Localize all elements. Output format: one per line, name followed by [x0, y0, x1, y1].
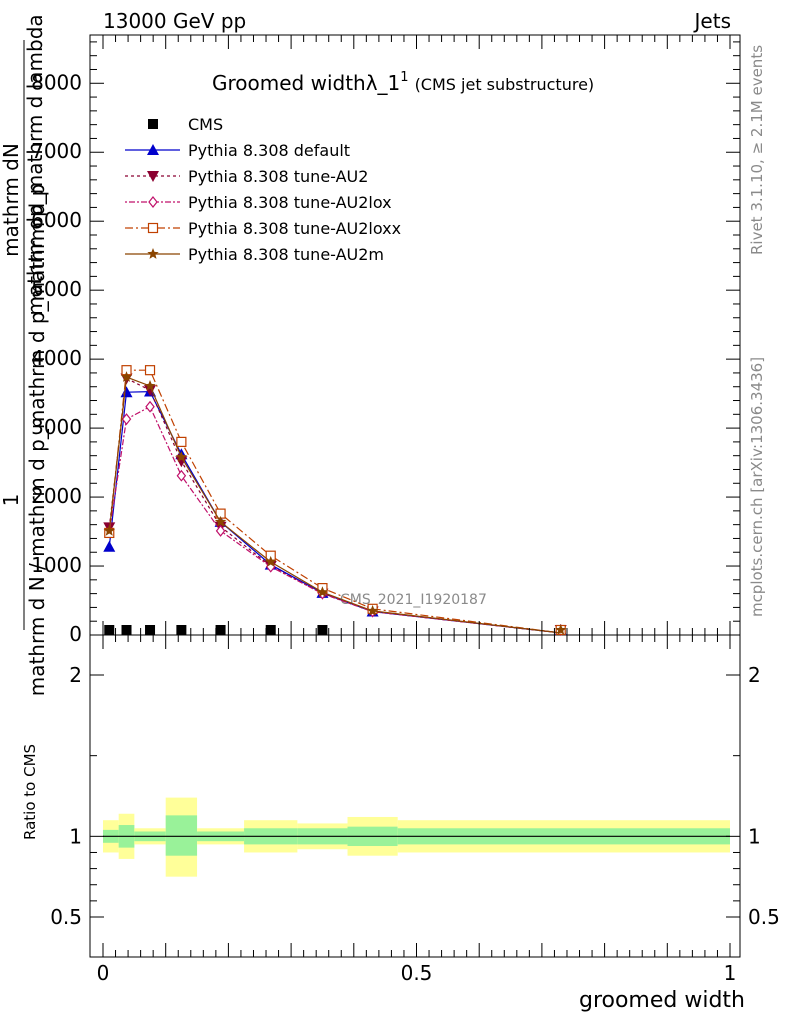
ylabel-num-d: mathrm d	[0, 158, 23, 257]
data-point	[215, 524, 226, 537]
main-series-layer	[103, 365, 567, 636]
data-point	[120, 371, 133, 382]
ratio-y-tick-label-right: 0.5	[748, 905, 780, 929]
data-point	[103, 540, 116, 552]
ylabel-den-p: p_mathrm d lambda	[23, 14, 47, 217]
main-y-tick-label: 6000	[31, 208, 82, 232]
series-line	[108, 376, 561, 634]
ratio-bands	[103, 797, 730, 877]
data-point	[265, 625, 276, 635]
ratio-y-tick-label: 0.5	[50, 905, 82, 929]
ylabel-den-d: mathrm d	[23, 217, 47, 316]
data-point	[176, 625, 187, 635]
data-point	[144, 365, 156, 376]
mcplots-label: mcplots.cern.ch [arXiv:1306.3436]	[748, 357, 766, 617]
legend-label: CMS	[188, 115, 223, 134]
legend-marker	[147, 144, 159, 155]
main-y-tick-label: 8000	[31, 70, 82, 94]
x-tick-label: 0.5	[401, 961, 433, 985]
data-point	[366, 604, 379, 616]
legend-marker	[147, 248, 159, 259]
main-y-tick-label: 0	[69, 622, 82, 646]
main-y-tick-label: 4000	[31, 346, 82, 370]
series-line	[108, 369, 561, 634]
legend-marker	[148, 196, 158, 208]
legend-label: Pythia 8.308 tune-AU2lox	[188, 193, 392, 212]
main-y-tick-label: 1000	[31, 553, 82, 577]
data-point	[104, 625, 115, 635]
main-y-tick-label: 5000	[31, 277, 82, 301]
main-y-ticks: 0 1000 2000 3000 4000 5000 6000 7000 8000	[31, 41, 740, 646]
main-y-tick-label: 7000	[31, 139, 82, 163]
data-point	[103, 524, 115, 536]
x-ticks: 0 0.5 1	[97, 35, 737, 985]
main-y-tick-label: 3000	[31, 415, 82, 439]
header-jets: Jets	[693, 9, 731, 33]
ylabel-numerator: mathrm dN	[0, 143, 23, 257]
data-point	[144, 385, 157, 397]
legend-marker	[147, 222, 159, 234]
plot-title-sup: 1	[400, 70, 408, 85]
ratio-y-tick-label-right: 1	[748, 824, 761, 848]
ratio-panel-frame	[89, 634, 741, 958]
data-point	[175, 456, 188, 468]
legend-label: Pythia 8.308 tune-AU2m	[188, 245, 384, 264]
x-axis-label: groomed width	[579, 988, 745, 1013]
header-energy: 13000 GeV pp	[103, 9, 246, 33]
data-point	[121, 625, 132, 635]
plot-title: Groomed widthλ_11 (CMS jet substructure)	[212, 70, 594, 95]
main-ylabel: 1 mathrm dN mathrm dp_mathrm d lambda ma…	[0, 14, 49, 696]
data-point	[121, 413, 132, 426]
plot-subtitle: (CMS jet substructure)	[415, 75, 595, 94]
data-point	[176, 469, 187, 482]
data-point	[317, 625, 328, 635]
legend: CMS Pythia 8.308 default Pythia 8.308 tune…	[125, 115, 401, 264]
ratio-y-tick-label: 1	[69, 824, 82, 848]
data-point	[145, 625, 156, 635]
rivet-label: Rivet 3.1.10, ≥ 2.1M events	[748, 45, 766, 255]
main-y-tick-label: 2000	[31, 484, 82, 508]
data-point	[316, 586, 329, 598]
ratio-y-tick-label-right: 2	[748, 663, 761, 687]
data-point	[145, 400, 155, 413]
analysis-watermark: CMS_2021_I1920187	[340, 592, 487, 608]
ylabel-den-top: mathrm dp_mathrm d lambda	[23, 14, 47, 315]
data-point	[175, 451, 188, 462]
data-point	[144, 380, 156, 391]
ylabel-num-n: N	[0, 143, 23, 158]
ylabel-denominator: mathrm d N / mathrm d p_mathrm d p_mathr…	[25, 184, 49, 697]
ratio-y-tick-label: 2	[69, 663, 82, 687]
legend-label: Pythia 8.308 tune-AU2loxx	[188, 219, 401, 238]
data-point	[555, 624, 567, 635]
plot-title-main: Groomed widthλ_1	[212, 71, 400, 95]
data-point	[214, 515, 227, 527]
data-point	[176, 436, 187, 447]
legend-label: Pythia 8.308 default	[188, 141, 350, 160]
legend-marker	[148, 119, 158, 129]
x-tick-label: 0	[97, 961, 110, 985]
legend-label: Pythia 8.308 tune-AU2	[188, 167, 368, 186]
ratio-inner-band	[165, 815, 198, 856]
ylabel-one: 1	[0, 494, 23, 507]
ratio-y-ticks: 0.5 0.5 1 1 2 2	[50, 663, 780, 929]
data-point	[265, 555, 277, 567]
series-line	[108, 377, 561, 634]
ratio-ylabel: Ratio to CMS	[21, 744, 39, 840]
data-point	[215, 625, 226, 635]
x-tick-label: 1	[724, 961, 737, 985]
legend-marker	[147, 171, 159, 182]
